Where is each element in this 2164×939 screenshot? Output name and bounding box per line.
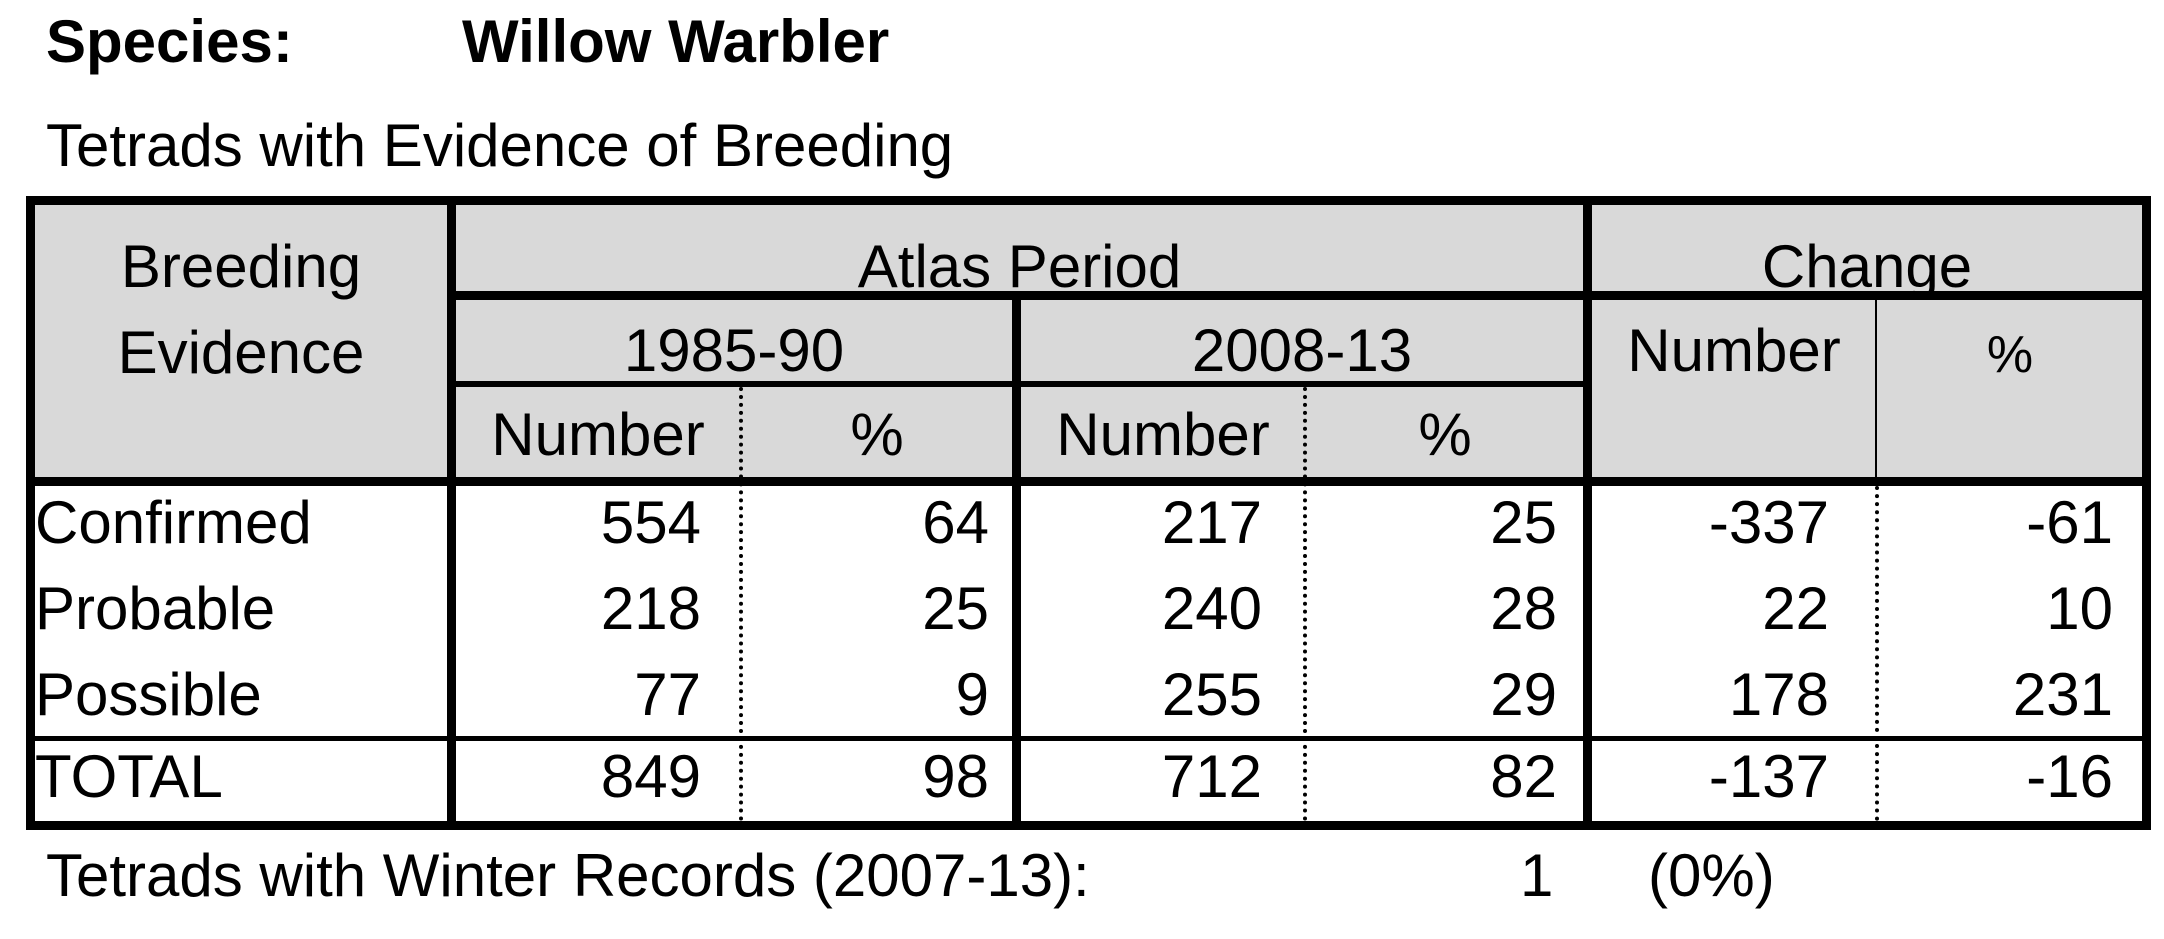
cell-confirmed-p2: 25 xyxy=(1490,489,1557,556)
divider-h-atlas xyxy=(456,291,2142,300)
cell-probable-p2: 28 xyxy=(1490,575,1557,642)
cell-probable-n2: 240 xyxy=(1161,575,1262,642)
header-breeding-evidence-line1: Breeding xyxy=(120,233,362,300)
header-2008-percent: % xyxy=(1418,401,1472,468)
subtitle: Tetrads with Evidence of Breeding xyxy=(46,112,954,179)
cell-total-p2: 82 xyxy=(1490,743,1557,810)
header-period-1985-90: 1985-90 xyxy=(623,317,845,384)
cell-possible-n2: 255 xyxy=(1161,661,1262,728)
species-name: Willow Warbler xyxy=(462,8,890,75)
cell-probable-change-p: 10 xyxy=(2046,575,2113,642)
row-label-total: TOTAL xyxy=(35,743,223,810)
winter-records-percent: (0%) xyxy=(1648,842,1775,909)
cell-possible-change-n: 178 xyxy=(1728,661,1829,728)
header-breeding-evidence-line2: Evidence xyxy=(117,319,365,386)
cell-confirmed-n2: 217 xyxy=(1161,489,1262,556)
cell-confirmed-p1: 64 xyxy=(922,489,989,556)
cell-total-n1: 849 xyxy=(600,743,701,810)
divider-h-period xyxy=(456,381,1583,387)
divider-thin-change-header xyxy=(1875,300,1877,477)
cell-probable-change-n: 22 xyxy=(1762,575,1829,642)
species-label: Species: xyxy=(46,8,293,75)
cell-total-change-n: -137 xyxy=(1708,743,1829,810)
divider-v-label xyxy=(447,205,456,821)
header-1985-number: Number xyxy=(491,401,705,468)
cell-confirmed-change-p: -61 xyxy=(2026,489,2113,556)
cell-possible-p2: 29 xyxy=(1490,661,1557,728)
row-label-confirmed: Confirmed xyxy=(35,489,312,556)
cell-probable-p1: 25 xyxy=(922,575,989,642)
breeding-table: Breeding Evidence Atlas Period Change 19… xyxy=(26,196,2151,830)
header-period-2008-13: 2008-13 xyxy=(1191,317,1413,384)
header-atlas-period: Atlas Period xyxy=(857,233,1182,300)
divider-dotted-1985 xyxy=(739,387,743,821)
cell-total-n2: 712 xyxy=(1161,743,1262,810)
row-label-probable: Probable xyxy=(35,575,276,642)
divider-v-period xyxy=(1012,291,1021,821)
header-change-number: Number xyxy=(1627,317,1841,384)
divider-dotted-2008 xyxy=(1303,387,1307,821)
row-label-possible: Possible xyxy=(35,661,262,728)
header-change-percent: % xyxy=(1986,326,2034,384)
winter-records-label: Tetrads with Winter Records (2007-13): xyxy=(46,842,1090,909)
cell-probable-n1: 218 xyxy=(600,575,701,642)
cell-total-p1: 98 xyxy=(922,743,989,810)
cell-possible-p1: 9 xyxy=(955,661,989,728)
cell-confirmed-change-n: -337 xyxy=(1708,489,1829,556)
divider-v-change xyxy=(1583,205,1592,821)
header-background xyxy=(35,205,2142,477)
divider-h-header xyxy=(35,477,2142,486)
cell-possible-change-p: 231 xyxy=(2012,661,2113,728)
winter-records-count: 1 xyxy=(1520,842,1554,909)
cell-possible-n1: 77 xyxy=(634,661,701,728)
divider-dotted-change xyxy=(1875,486,1879,821)
header-2008-number: Number xyxy=(1056,401,1270,468)
header-1985-percent: % xyxy=(850,401,904,468)
cell-total-change-p: -16 xyxy=(2026,743,2113,810)
cell-confirmed-n1: 554 xyxy=(600,489,701,556)
divider-h-total xyxy=(35,736,2142,741)
header-change: Change xyxy=(1761,233,1973,300)
